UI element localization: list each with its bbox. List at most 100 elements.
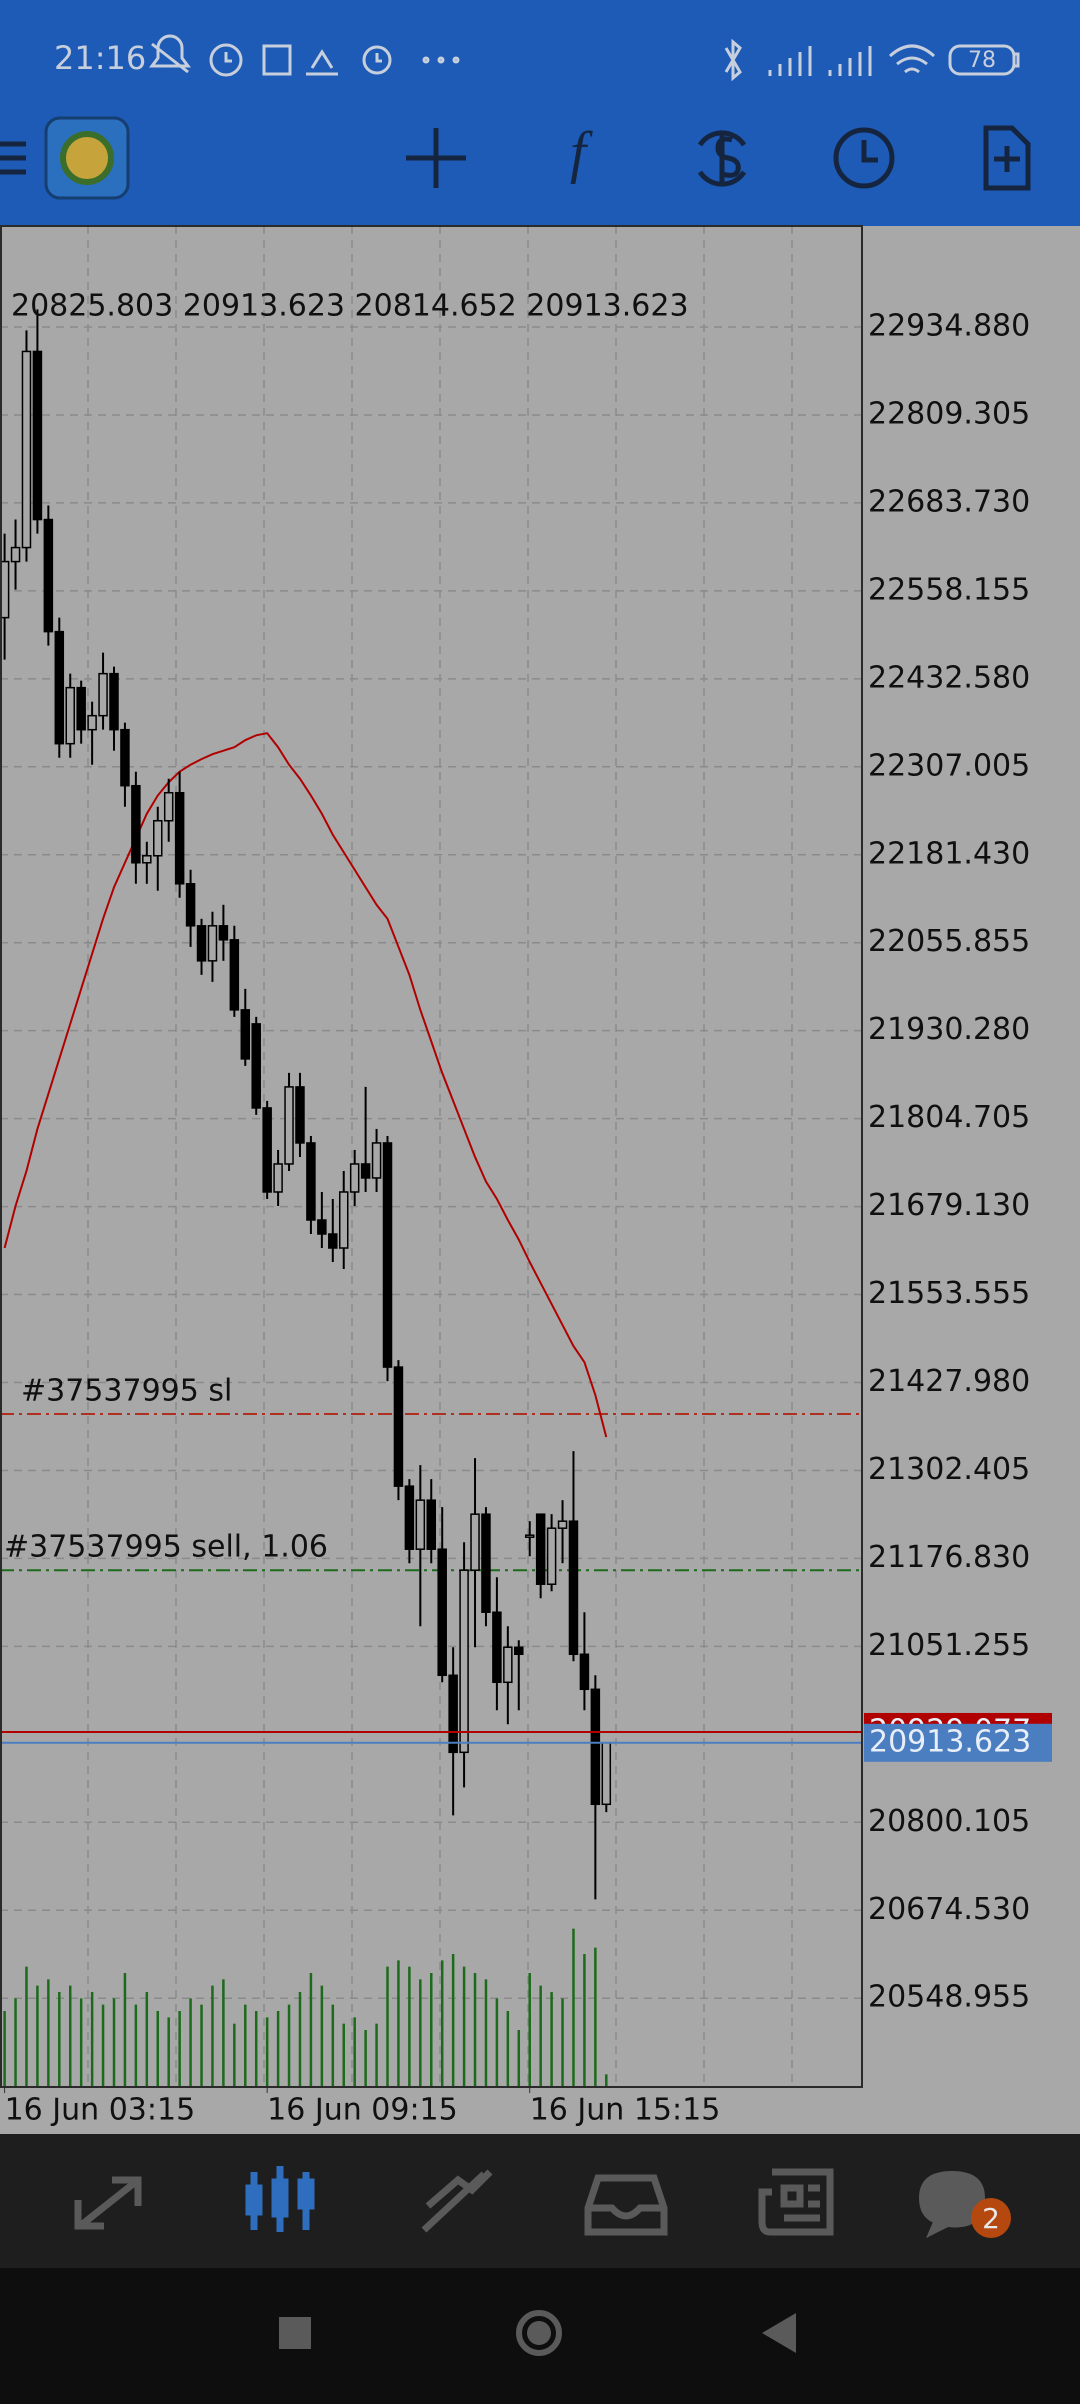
order-label: #37537995 sl [21,1374,232,1409]
candle-body [207,925,218,962]
y-tick-label: 20548.955 [868,1980,1030,2015]
y-tick-label: 20800.105 [868,1804,1030,1839]
candle-body [120,728,130,787]
candle-body [273,1163,283,1193]
battery-level: 78 [968,48,996,73]
chat-badge-count: 2 [982,2202,1000,2235]
candle-body [481,1513,491,1613]
candle-body [393,1366,404,1487]
status-icons [149,34,1020,82]
candle-body [328,1233,338,1249]
candle-body [524,1534,535,1538]
x-tick-label: 16 Jun 09:15 [267,2093,458,2128]
y-tick-label: 22558.155 [868,572,1030,607]
candle-body [262,1107,272,1193]
candle-body [404,1485,415,1550]
menu-button[interactable] [0,141,26,175]
candle-body [98,672,108,717]
trade-button[interactable] [697,130,747,187]
candle-body [371,1142,382,1179]
candle-body [32,350,43,521]
chart-tab-body [297,2178,315,2210]
candle-body [142,855,152,864]
y-tick-label: 22432.580 [868,660,1030,695]
candle-body [76,686,86,731]
clock: 21:16 [54,39,146,77]
y-tick-label: 22181.430 [868,836,1030,871]
candle-body [557,1520,568,1529]
candle-body [251,1023,261,1109]
trade-tab[interactable] [421,2169,493,2233]
y-tick-label: 21930.280 [868,1012,1030,1047]
candle-body [426,1499,437,1550]
chart-tab-body [271,2178,289,2218]
candle-body [579,1653,590,1691]
y-tick-label: 22307.005 [868,748,1030,783]
candle-body [535,1513,546,1585]
candle-body [601,1742,612,1806]
candle-body [174,791,185,885]
top-bar [0,0,1080,226]
y-tick-label: 21427.980 [868,1364,1030,1399]
y-tick-label: 22809.305 [868,396,1030,431]
chat-tab[interactable] [918,2170,986,2239]
home-button-dot [527,2321,551,2345]
home-button[interactable] [516,2310,562,2356]
history-button[interactable] [833,127,895,189]
y-tick-label: 21176.830 [868,1540,1030,1575]
candle-body [503,1646,513,1684]
candle-body [349,1163,360,1193]
candle-body [153,819,163,857]
ohlc-label: 20825.803 20913.623 20814.652 20913.623 [11,289,689,324]
bid-label: 20913.623 [869,1724,1031,1759]
new-order-button[interactable] [983,125,1031,191]
candle-body [590,1688,601,1806]
candle-body [196,925,207,962]
candle-body [54,630,65,745]
candle-body [163,791,174,822]
bottom-nav [0,2134,1080,2268]
y-tick-label: 21302.405 [868,1452,1030,1487]
candle-body [295,1086,305,1144]
moving-average [3,732,608,1438]
candle-body [546,1527,557,1585]
quotes-tab[interactable] [74,2176,142,2230]
y-tick-label: 22055.855 [868,924,1030,959]
candle-body [514,1646,524,1656]
candle-body [284,1086,294,1165]
history-tab[interactable] [584,2174,668,2236]
news-tab[interactable] [758,2168,834,2236]
chat-badge [971,2198,1011,2238]
bid-label-box [864,1723,1052,1762]
y-tick-label: 21553.555 [868,1276,1030,1311]
crosshair-button[interactable] [406,128,466,188]
system-buttons [279,2310,796,2356]
y-tick-label: 21679.130 [868,1188,1030,1223]
candle-body [87,714,97,731]
recents-button[interactable] [279,2317,311,2349]
candle-body [492,1611,502,1684]
candle-body [109,672,119,731]
candle-body [459,1569,469,1754]
candle-body [65,686,75,745]
candle-body [382,1142,393,1368]
y-tick-label: 20674.530 [868,1892,1030,1927]
candle-body [415,1499,426,1550]
candle-body [306,1142,316,1221]
candle-body [338,1191,349,1249]
candle-body [185,883,196,927]
chart-area [0,226,1080,2134]
candle-body [131,784,141,864]
y-tick-label: 22934.880 [868,309,1030,344]
candle-body [360,1163,371,1179]
candle-body [10,546,21,563]
chart-tab-body [245,2184,263,2216]
back-button[interactable] [762,2313,796,2353]
x-tick-label: 16 Jun 03:15 [5,2093,196,2128]
candle-body [317,1219,327,1235]
y-tick-label: 22683.730 [868,484,1030,519]
logo-globe [60,131,114,185]
y-tick-label: 21051.255 [868,1628,1030,1663]
toolbar: f [0,116,1031,200]
